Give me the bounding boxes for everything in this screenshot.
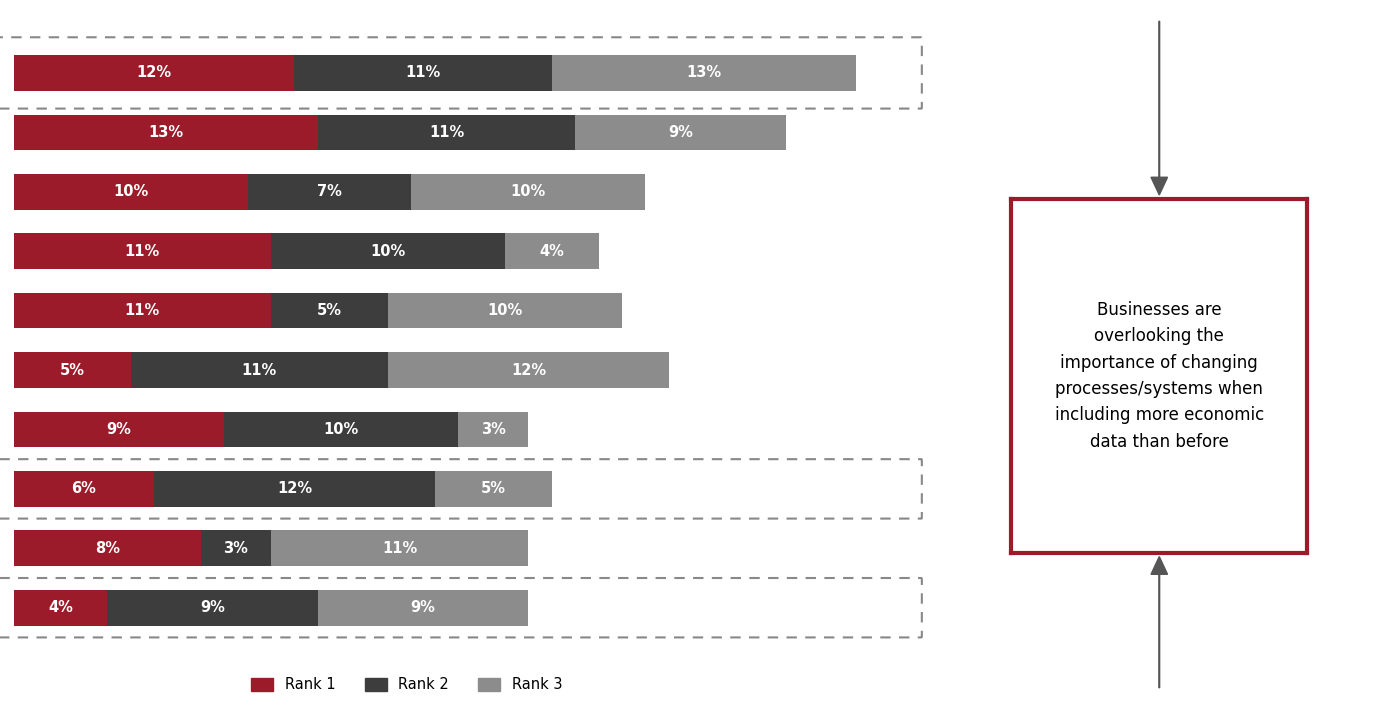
Text: 10%: 10% [370, 244, 406, 259]
Text: 11%: 11% [125, 303, 160, 318]
Text: 11%: 11% [383, 541, 417, 556]
Bar [318, 590, 528, 625]
Bar [107, 590, 318, 625]
Bar [248, 174, 411, 210]
Bar [154, 471, 435, 507]
Text: 10%: 10% [113, 184, 149, 199]
Bar [552, 55, 856, 91]
Bar [14, 530, 201, 566]
Text: 9%: 9% [106, 422, 132, 437]
Text: 9%: 9% [410, 601, 436, 615]
Bar [388, 293, 622, 328]
Text: 6%: 6% [72, 481, 96, 496]
Bar [14, 55, 294, 91]
Bar [224, 412, 458, 447]
Bar [131, 352, 388, 388]
Bar [14, 293, 271, 328]
Bar [14, 115, 318, 150]
Text: 3%: 3% [223, 541, 249, 556]
Text: 12%: 12% [277, 481, 312, 496]
Bar [575, 115, 786, 150]
Text: 10%: 10% [323, 422, 359, 437]
Text: 11%: 11% [242, 362, 277, 377]
Text: 4%: 4% [539, 244, 564, 259]
Text: 9%: 9% [667, 125, 694, 140]
Bar [318, 115, 575, 150]
Text: 12%: 12% [136, 65, 172, 80]
Text: 13%: 13% [149, 125, 183, 140]
Text: 8%: 8% [95, 541, 120, 556]
Bar [14, 233, 271, 269]
Bar [505, 233, 599, 269]
Bar [388, 352, 669, 388]
Text: Businesses are
overlooking the
importance of changing
processes/systems when
inc: Businesses are overlooking the importanc… [1054, 301, 1265, 451]
Text: 12%: 12% [510, 362, 546, 377]
Bar [458, 412, 528, 447]
Bar [14, 590, 107, 625]
Bar [14, 412, 224, 447]
Text: 9%: 9% [200, 601, 226, 615]
Text: 5%: 5% [480, 481, 506, 496]
Bar [271, 530, 528, 566]
Text: 7%: 7% [316, 184, 343, 199]
Bar [14, 174, 248, 210]
Bar [435, 471, 552, 507]
Text: 11%: 11% [429, 125, 464, 140]
Text: 5%: 5% [59, 362, 85, 377]
Bar [201, 530, 271, 566]
Text: 13%: 13% [687, 65, 721, 80]
Text: 10%: 10% [487, 303, 523, 318]
Bar [14, 471, 154, 507]
Bar [294, 55, 552, 91]
Text: 11%: 11% [406, 65, 440, 80]
Bar [14, 352, 131, 388]
Text: 11%: 11% [125, 244, 160, 259]
Legend: Rank 1, Rank 2, Rank 3: Rank 1, Rank 2, Rank 3 [245, 671, 568, 698]
Text: 5%: 5% [316, 303, 343, 318]
Text: 4%: 4% [48, 601, 73, 615]
Text: 3%: 3% [480, 422, 506, 437]
Bar [411, 174, 645, 210]
Bar [271, 233, 505, 269]
Bar [271, 293, 388, 328]
Text: 10%: 10% [510, 184, 546, 199]
